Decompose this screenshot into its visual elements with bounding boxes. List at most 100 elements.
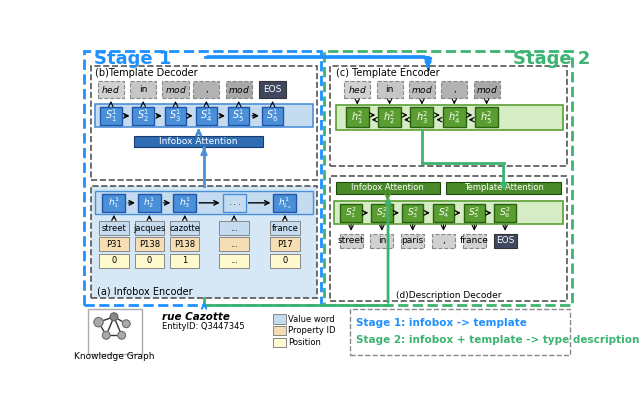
Text: $S_{3}^2$: $S_{3}^2$ [407,206,419,220]
Text: $S_{3}^1$: $S_{3}^1$ [169,107,182,124]
Bar [223,194,246,212]
Bar [401,234,424,247]
Bar [100,107,122,125]
Bar [193,81,220,98]
Bar [95,104,312,127]
Text: ...: ... [230,256,238,265]
Text: (c) Template Encoder: (c) Template Encoder [336,68,439,78]
Bar [463,234,486,247]
Bar [163,81,189,98]
Bar [371,234,394,247]
Text: ...: ... [230,224,238,233]
Bar [344,81,371,98]
Bar [494,204,516,222]
Text: 0: 0 [111,256,116,265]
Bar [135,254,164,267]
Text: $mod$: $mod$ [228,84,250,95]
Bar [220,238,249,252]
Text: $S_{4}^1$: $S_{4}^1$ [200,107,212,124]
Text: P17: P17 [277,240,292,249]
Text: Stage 2: infobox + template -> type description: Stage 2: infobox + template -> type desc… [356,335,639,345]
Bar [433,204,454,222]
Text: $h_{3}^2$: $h_{3}^2$ [416,109,428,126]
Text: EOS: EOS [264,85,282,94]
Text: $S_{2}^2$: $S_{2}^2$ [376,206,388,220]
Text: $h_{5}^2$: $h_{5}^2$ [481,109,493,126]
Bar [220,254,249,267]
Text: Stage 1: Stage 1 [94,50,172,68]
Bar [196,107,217,125]
Bar [102,194,125,212]
Bar [346,107,369,127]
Bar [270,238,300,252]
Text: $mod$: $mod$ [164,84,186,95]
Bar [273,315,287,324]
Bar [443,107,466,127]
Bar [349,309,570,355]
Text: (d)Description Decoder: (d)Description Decoder [396,291,501,300]
Bar [340,204,362,222]
Bar [336,105,563,130]
Bar [170,238,200,252]
Text: Infobox Attention: Infobox Attention [351,183,424,193]
Bar [262,107,284,125]
Text: $S_{5}^2$: $S_{5}^2$ [468,206,480,220]
Text: cazotte: cazotte [169,224,200,233]
Text: $S_{1}^2$: $S_{1}^2$ [345,206,357,220]
Bar [95,191,312,214]
Bar [99,221,129,235]
Text: $hed$: $hed$ [101,84,120,95]
Bar [376,81,403,98]
Text: Template Attention: Template Attention [463,183,543,193]
Text: $S_{5}^1$: $S_{5}^1$ [232,107,245,124]
Text: ,: , [205,85,208,94]
Bar [84,51,321,305]
Bar [99,238,129,252]
Text: Stage 2: Stage 2 [513,50,590,68]
Text: (a) Infobox Encoder: (a) Infobox Encoder [97,287,193,296]
Bar [91,66,317,180]
Bar [138,194,161,212]
Text: 1: 1 [182,256,188,265]
Text: $h_2^1$: $h_2^1$ [143,195,156,210]
Text: street: street [338,236,364,245]
Text: $S_{1}^1$: $S_{1}^1$ [104,107,117,124]
Text: ,: , [442,236,445,245]
Bar [170,221,200,235]
Bar [228,107,250,125]
Bar [463,204,485,222]
Bar [270,221,300,235]
Circle shape [122,320,130,328]
Text: Knowledge Graph: Knowledge Graph [74,352,155,361]
Text: EOS: EOS [496,236,515,245]
Bar [475,107,498,127]
Text: Position: Position [288,338,321,347]
Bar [132,107,154,125]
Bar [273,337,287,347]
Bar [410,107,433,127]
Text: $S_{4}^2$: $S_{4}^2$ [438,206,449,220]
Bar [441,81,467,98]
Bar [378,107,401,127]
Text: $h_{4}^2$: $h_{4}^2$ [448,109,461,126]
Bar [324,51,572,305]
Bar [432,234,455,247]
Bar [164,107,186,125]
Text: $h_3^1$: $h_3^1$ [179,195,191,210]
Text: Property ID: Property ID [288,326,335,335]
Text: $mod$: $mod$ [476,84,498,95]
Bar [336,182,440,194]
Bar [225,81,252,98]
Bar [371,204,393,222]
Text: paris: paris [401,236,424,245]
Bar [135,221,164,235]
Circle shape [110,313,118,321]
Text: $...$: $...$ [227,198,241,207]
Text: in: in [378,236,386,245]
Bar [99,254,129,267]
Text: (b)Template Decoder: (b)Template Decoder [95,68,198,78]
Bar [220,221,249,235]
Bar [446,182,561,194]
Text: street: street [102,224,126,233]
Bar [330,66,568,166]
